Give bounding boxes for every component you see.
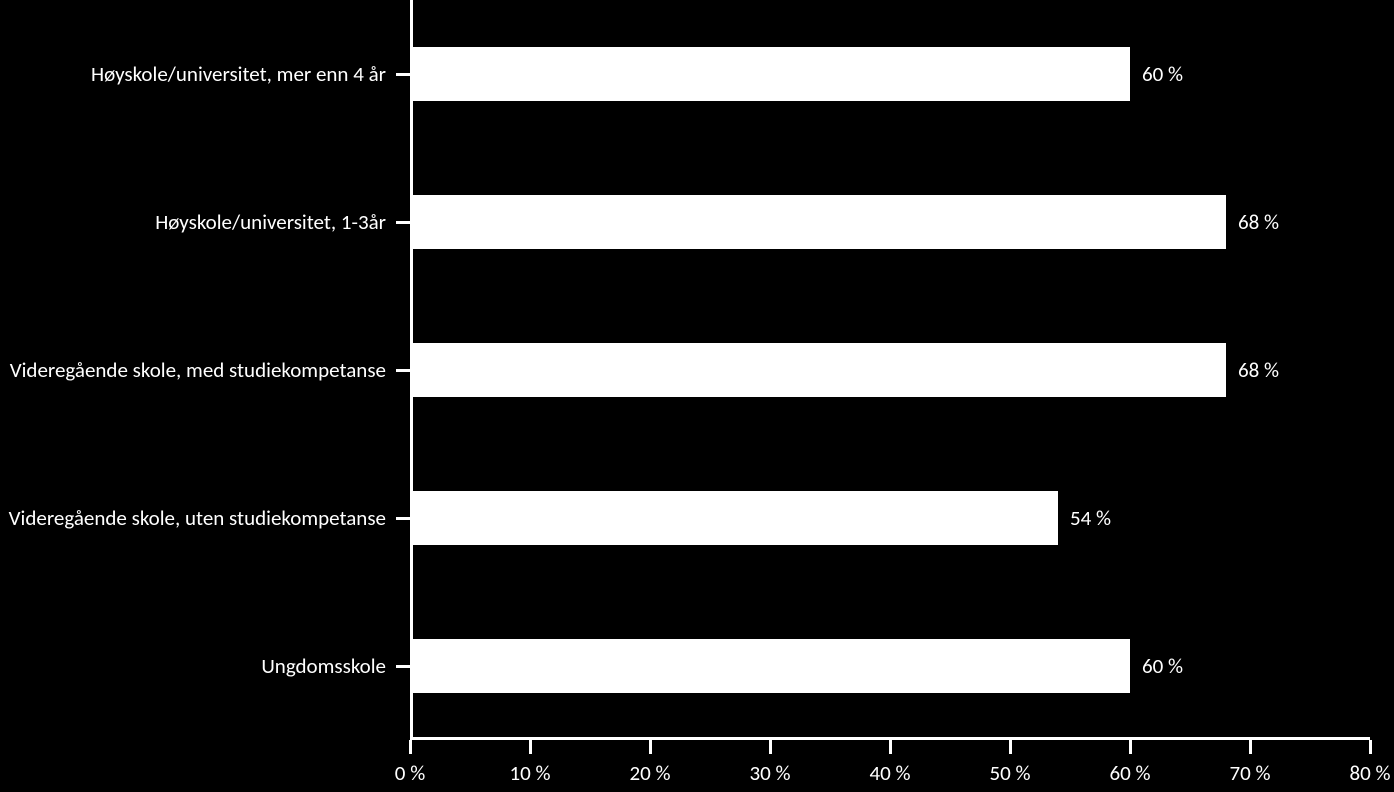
bar-value-label: 60 % [1142, 653, 1183, 679]
x-tick [529, 740, 532, 754]
bar [413, 639, 1130, 692]
x-tick-label: 10 % [509, 760, 550, 786]
y-category-label: Videregående skole, med studiekompetanse [10, 357, 386, 383]
x-tick-label: 40 % [869, 760, 910, 786]
y-category-label: Høyskole/universitet, mer enn 4 år [91, 61, 386, 87]
x-tick [1129, 740, 1132, 754]
x-tick [889, 740, 892, 754]
bar [413, 47, 1130, 100]
bar-value-label: 68 % [1238, 357, 1279, 383]
x-tick [649, 740, 652, 754]
y-tick [396, 73, 410, 76]
y-tick [396, 221, 410, 224]
x-tick-label: 50 % [989, 760, 1030, 786]
bar [413, 343, 1226, 396]
bar [413, 491, 1058, 544]
y-tick [396, 517, 410, 520]
x-tick [769, 740, 772, 754]
y-category-label: Videregående skole, uten studiekompetans… [9, 505, 386, 531]
y-category-label: Høyskole/universitet, 1-3år [155, 209, 386, 235]
x-tick-label: 70 % [1229, 760, 1270, 786]
bar-value-label: 60 % [1142, 61, 1183, 87]
x-tick [409, 740, 412, 754]
y-tick [396, 665, 410, 668]
x-tick-label: 80 % [1349, 760, 1390, 786]
x-tick [1249, 740, 1252, 754]
x-tick-label: 20 % [629, 760, 670, 786]
bar [413, 195, 1226, 248]
x-tick [1009, 740, 1012, 754]
x-tick-label: 30 % [749, 760, 790, 786]
x-tick-label: 0 % [395, 760, 425, 786]
bar-value-label: 68 % [1238, 209, 1279, 235]
horizontal-bar-chart: 0 % 10 % 20 % 30 % 40 % 50 % 60 % 70 % 80 % Høysk… [0, 0, 1394, 792]
x-tick-label: 60 % [1109, 760, 1150, 786]
x-tick [1369, 740, 1372, 754]
y-tick [396, 369, 410, 372]
y-category-label: Ungdomsskole [261, 653, 386, 679]
bar-value-label: 54 % [1070, 505, 1111, 531]
